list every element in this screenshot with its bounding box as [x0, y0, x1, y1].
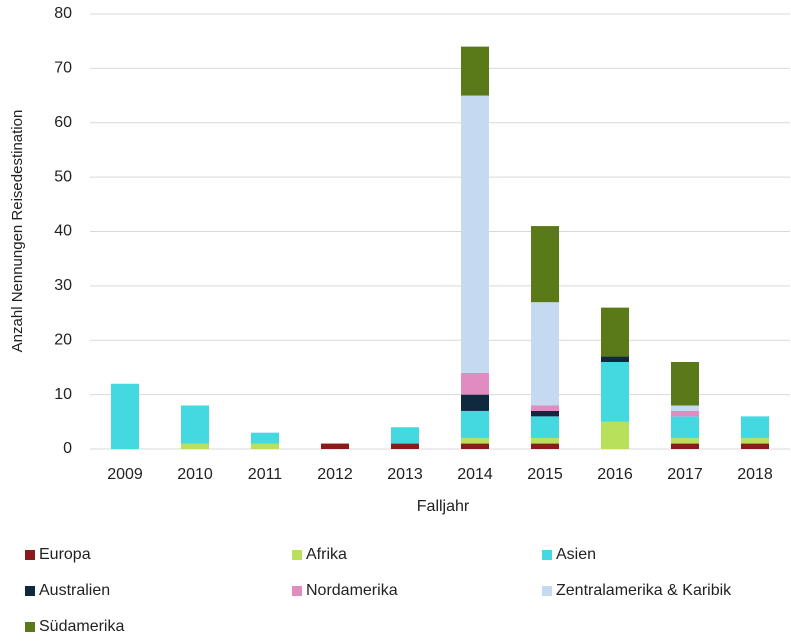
x-tick-label: 2012 — [317, 466, 353, 483]
y-tick-label: 60 — [54, 114, 72, 131]
legend-swatch — [25, 586, 35, 596]
bar-segment — [531, 410, 559, 417]
bar-segment — [391, 427, 419, 444]
bar-segment — [671, 438, 699, 444]
bar-segment — [531, 405, 559, 411]
bar-segment — [601, 421, 629, 449]
bar-segment — [111, 383, 139, 449]
legend-swatch — [542, 550, 552, 560]
y-tick-label: 30 — [54, 277, 72, 294]
bar-segment — [531, 302, 559, 406]
y-axis-label: Anzahl Nennungen Reisedestination — [9, 110, 26, 353]
legend-label: Südamerika — [39, 618, 124, 635]
legend-label: Nordamerika — [306, 582, 398, 599]
bar-segment — [251, 443, 279, 449]
x-tick-label: 2014 — [457, 466, 493, 483]
bar-segment — [251, 432, 279, 444]
bar-segment — [461, 394, 489, 411]
legend-label: Europa — [39, 546, 91, 563]
bar-segment — [461, 438, 489, 444]
x-tick-label: 2017 — [667, 466, 703, 483]
bar-segment — [461, 443, 489, 449]
x-tick-label: 2011 — [248, 466, 283, 483]
bar-segment — [531, 416, 559, 439]
bar-segment — [741, 438, 769, 444]
y-tick-label: 10 — [54, 386, 72, 403]
bar-segment — [671, 405, 699, 411]
bar-segment — [671, 362, 699, 406]
x-tick-label: 2013 — [387, 466, 423, 483]
bar-segment — [531, 438, 559, 444]
bar-segment — [671, 443, 699, 449]
bar-segment — [741, 443, 769, 449]
legend-swatch — [25, 622, 35, 632]
bar-segment — [601, 362, 629, 422]
legend-label: Afrika — [306, 546, 347, 563]
x-tick-label: 2016 — [597, 466, 633, 483]
y-tick-label: 20 — [54, 331, 72, 348]
y-tick-label: 50 — [54, 168, 72, 185]
legend-swatch — [292, 550, 302, 560]
y-tick-label: 40 — [54, 223, 72, 240]
legend-label: Zentralamerika & Karibik — [556, 582, 732, 599]
bar-segment — [461, 410, 489, 439]
bar-segment — [461, 372, 489, 395]
x-tick-label: 2009 — [107, 466, 143, 483]
y-tick-label: 0 — [63, 440, 72, 457]
legend-label: Asien — [556, 546, 596, 563]
bar-segment — [321, 443, 349, 449]
y-tick-label: 70 — [54, 60, 72, 77]
legend-swatch — [542, 586, 552, 596]
bar-segment — [531, 226, 559, 303]
bar-segment — [391, 443, 419, 449]
bar-segment — [601, 307, 629, 357]
bar-segment — [461, 95, 489, 373]
bar-segment — [181, 405, 209, 444]
bar-segment — [671, 410, 699, 417]
legend-label: Australien — [39, 582, 110, 599]
x-tick-label: 2018 — [737, 466, 773, 483]
y-tick-label: 80 — [54, 5, 72, 22]
x-tick-label: 2015 — [527, 466, 563, 483]
bar-segment — [531, 443, 559, 449]
bar-segment — [741, 416, 769, 439]
bar-segment — [181, 443, 209, 449]
legend-swatch — [25, 550, 35, 560]
bar-segment — [671, 416, 699, 439]
bar-segment — [461, 46, 489, 96]
bar-segment — [601, 356, 629, 362]
x-tick-label: 2010 — [177, 466, 213, 483]
x-axis-label: Falljahr — [417, 498, 470, 515]
legend-swatch — [292, 586, 302, 596]
